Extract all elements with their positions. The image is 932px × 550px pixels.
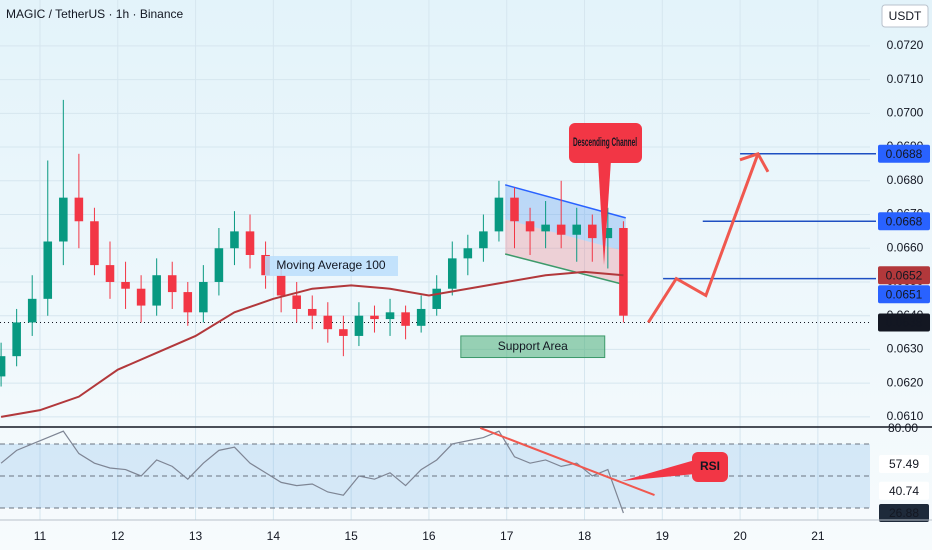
candle-body [27, 298, 37, 323]
y-tick-label: 0.0610 [887, 409, 924, 423]
candle-body [432, 288, 441, 309]
candle-body [416, 308, 426, 326]
channel-fill-lower [505, 219, 626, 286]
moving-average-line [0, 270, 624, 418]
projection-line [647, 153, 760, 324]
candle-body [245, 231, 255, 255]
chart-title: MAGIC / TetherUS · 1h · Binance [6, 7, 184, 21]
candle-body [572, 224, 582, 235]
ma-label-box [265, 256, 398, 276]
candle-body [447, 258, 457, 289]
price-label-box [878, 313, 930, 332]
callout-pointer [598, 160, 611, 265]
support-zone-label: Support Area [498, 339, 568, 353]
candle-body [619, 228, 628, 316]
rsi-marker-label: 57.49 [889, 457, 919, 471]
candle-body [494, 197, 504, 232]
rsi-marker-box [879, 503, 929, 522]
price-label-box [878, 144, 930, 163]
candle-body [339, 329, 348, 336]
channel-lower [504, 253, 626, 286]
candle-body [230, 231, 239, 249]
x-tick-label: 21 [811, 529, 825, 543]
candle-body [323, 315, 333, 330]
candle-body [105, 265, 115, 282]
candle-body [43, 241, 53, 299]
candle-body [401, 312, 410, 326]
candle-body [0, 356, 6, 377]
candle-body [121, 281, 130, 289]
candle-body [525, 221, 535, 232]
rsi-marker-label: 26.88 [889, 506, 919, 520]
candle-body [276, 275, 286, 296]
rsi-callout-label: RSI [700, 459, 720, 473]
candle-body [588, 224, 597, 239]
candle-body [199, 281, 208, 313]
x-tick-label: 11 [34, 529, 47, 543]
currency[interactable]: USDT [889, 9, 922, 23]
price-label: 0.0652 [886, 268, 923, 282]
currency-box[interactable] [881, 4, 929, 28]
callout-label: Descending Channel [573, 135, 637, 149]
ma-label: Moving Average 100 [276, 258, 386, 272]
candle-body [12, 322, 21, 357]
x-tick-label: 15 [344, 529, 358, 543]
candle-body [603, 228, 613, 239]
y-tick-label: 0.0630 [887, 342, 924, 356]
x-tick-label: 13 [189, 529, 203, 543]
rsi-callout-box [692, 452, 728, 482]
y-tick-label: 0.0620 [887, 375, 924, 389]
price-label-box [878, 285, 930, 304]
y-tick-label: 0.0700 [887, 105, 924, 119]
candle-body [183, 292, 193, 313]
support-zone [460, 335, 606, 359]
y-tick-label: 0.0660 [887, 240, 924, 254]
price-label: 0.0651 [886, 287, 923, 301]
price-label-box [878, 266, 930, 285]
candle-body [463, 248, 473, 259]
x-tick-label: 12 [111, 529, 125, 543]
y-tick-label: 0.0720 [887, 38, 924, 52]
candle-body [167, 275, 177, 293]
y-tick-label: 0.0710 [887, 72, 924, 86]
rsi-tick-label: 80.00 [888, 421, 918, 435]
rsi-trendline [479, 427, 655, 496]
candle-body [90, 221, 99, 266]
candle-body [370, 315, 379, 320]
rsi-marker-label: 40.74 [889, 484, 919, 498]
rsi-marker-box [879, 454, 929, 473]
price-label: 0.0688 [886, 147, 923, 161]
x-tick-label: 14 [267, 529, 281, 543]
candle-body [214, 248, 224, 282]
x-tick-label: 19 [656, 529, 670, 543]
callout-box [569, 123, 642, 163]
x-tick-label: 20 [733, 529, 747, 543]
rsi-line [0, 430, 624, 514]
candle-body [307, 308, 317, 316]
y-tick-label: 0.0680 [887, 173, 924, 187]
price-label: 0.0668 [886, 214, 923, 228]
candle-body [541, 224, 550, 232]
x-tick-label: 16 [422, 529, 436, 543]
candle-body [136, 288, 146, 306]
candle-body [59, 197, 68, 242]
candle-body [510, 197, 519, 222]
rsi-callout-pointer [622, 460, 695, 481]
rsi-marker-box [879, 481, 929, 500]
candle-body [479, 231, 488, 249]
candle-body [152, 275, 161, 306]
candle-body [385, 312, 395, 320]
x-tick-label: 18 [578, 529, 592, 543]
candle-body [556, 224, 566, 235]
candle-body [74, 197, 84, 222]
x-tick-label: 17 [500, 529, 514, 543]
candle-body [292, 295, 301, 309]
price-label-box [878, 212, 930, 231]
price-label: 0.0638 [886, 316, 923, 330]
projection-arrowhead [739, 151, 770, 173]
candle-body [354, 315, 364, 336]
